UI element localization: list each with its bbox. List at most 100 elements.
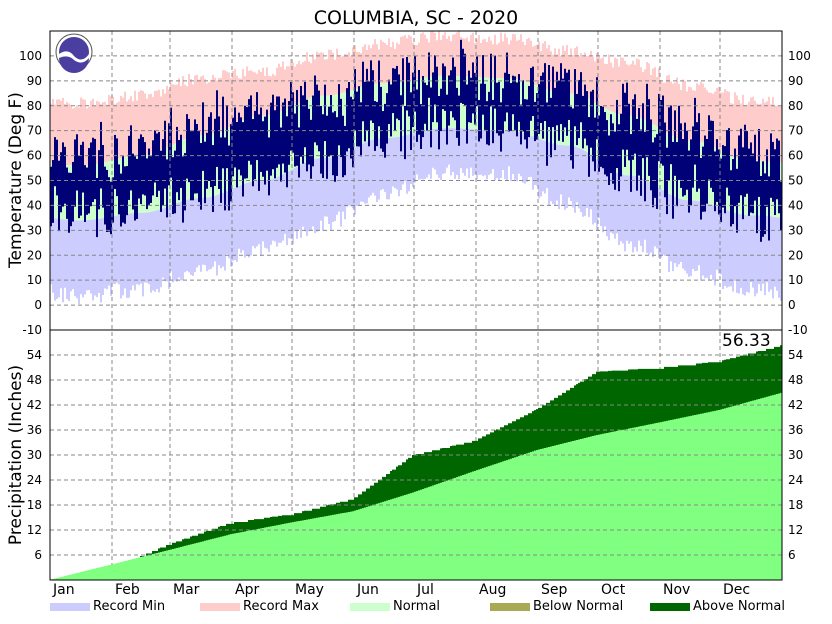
daily-temperature-bar	[224, 137, 226, 211]
daily-temperature-bar	[534, 101, 536, 142]
daily-temperature-bar	[238, 112, 240, 170]
actual-temperature-bars	[50, 39, 782, 242]
daily-temperature-bar	[56, 139, 58, 196]
daily-temperature-bar	[292, 92, 294, 153]
legend-swatch	[490, 603, 530, 611]
temperature-tick-right: 30	[788, 223, 803, 237]
month-label: May	[295, 582, 324, 598]
daily-temperature-bar	[148, 148, 150, 205]
daily-temperature-bar	[772, 141, 774, 202]
daily-temperature-bar	[512, 75, 514, 115]
daily-temperature-bar	[270, 102, 272, 176]
daily-temperature-bar	[610, 114, 612, 174]
precipitation-frame	[49, 329, 783, 581]
daily-temperature-bar	[110, 181, 112, 235]
month-label: Mar	[173, 582, 200, 598]
daily-temperature-bar	[684, 122, 686, 196]
daily-temperature-bar	[220, 137, 222, 203]
daily-temperature-bar	[408, 62, 410, 117]
daily-temperature-bar	[492, 99, 494, 144]
daily-temperature-bar	[750, 142, 752, 213]
daily-temperature-bar	[308, 108, 310, 165]
annual-total-label: 56.33	[722, 331, 771, 351]
daily-temperature-bar	[252, 119, 254, 187]
daily-temperature-bar	[320, 106, 322, 174]
daily-temperature-bar	[594, 117, 596, 172]
daily-temperature-bar	[732, 159, 734, 225]
daily-temperature-bar	[778, 140, 780, 214]
temperature-tick-right: 80	[788, 99, 803, 113]
daily-temperature-bar	[496, 82, 498, 134]
daily-temperature-bar	[500, 102, 502, 152]
month-label: Oct	[601, 582, 626, 598]
daily-temperature-bar	[258, 114, 260, 191]
daily-temperature-bar	[698, 113, 700, 189]
daily-temperature-bar	[106, 169, 108, 232]
daily-temperature-bar	[628, 103, 630, 161]
daily-temperature-bar	[378, 60, 380, 127]
daily-temperature-bar	[102, 145, 104, 208]
daily-temperature-bar	[564, 68, 566, 128]
daily-temperature-bar	[578, 79, 580, 139]
daily-temperature-bar	[216, 90, 218, 167]
daily-temperature-bar	[548, 65, 550, 128]
temperature-tick-right: 40	[788, 198, 803, 212]
daily-temperature-bar	[134, 156, 136, 221]
temperature-tick-right: 50	[788, 174, 803, 188]
daily-temperature-bar	[620, 113, 622, 177]
daily-temperature-bar	[566, 72, 568, 136]
daily-temperature-bar	[520, 104, 522, 145]
daily-temperature-bar	[586, 91, 588, 146]
daily-temperature-bar	[658, 93, 660, 162]
daily-temperature-bar	[328, 106, 330, 157]
daily-temperature-bar	[556, 71, 558, 126]
daily-temperature-bar	[526, 99, 528, 149]
daily-temperature-bar	[738, 135, 740, 203]
daily-temperature-bar	[118, 164, 120, 215]
precipitation-tick-left: 48	[27, 373, 42, 387]
daily-temperature-bar	[246, 107, 248, 179]
daily-temperature-bar	[70, 172, 72, 227]
daily-temperature-bar	[736, 168, 738, 233]
daily-temperature-bar	[728, 128, 730, 196]
daily-temperature-bar	[84, 165, 86, 222]
daily-temperature-bar	[558, 80, 560, 141]
daily-temperature-bar	[268, 137, 270, 196]
precipitation-tick-left: 30	[27, 448, 42, 462]
daily-temperature-bar	[602, 106, 604, 169]
temperature-plot: -10 -10 0 0 10 10 20 20 30 30 40 40 50 50 60 60 70 70 80 80…	[19, 30, 811, 580]
precipitation-axis-label: Precipitation (Inches)	[6, 365, 26, 545]
daily-temperature-bar	[226, 105, 228, 169]
daily-temperature-bar	[614, 131, 616, 190]
precipitation-tick-left: 36	[27, 423, 42, 437]
daily-temperature-bar	[276, 96, 278, 168]
daily-temperature-bar	[458, 95, 460, 146]
daily-temperature-bar	[172, 157, 174, 214]
daily-temperature-bar	[626, 82, 628, 150]
legend-swatch	[650, 603, 690, 611]
legend: Record Min Record Max Normal Below Normal Ab…	[50, 599, 785, 614]
daily-temperature-bar	[368, 81, 370, 147]
month-label: Jun	[356, 582, 379, 598]
precipitation-tick-right: 30	[788, 448, 803, 462]
daily-temperature-bar	[356, 91, 358, 147]
daily-temperature-bar	[758, 128, 760, 197]
daily-temperature-bar	[560, 63, 562, 125]
daily-temperature-bar	[722, 145, 724, 208]
daily-temperature-bar	[636, 118, 638, 191]
daily-temperature-bar	[318, 90, 320, 152]
daily-temperature-bar	[528, 85, 530, 138]
temperature-tick-left: 30	[27, 223, 42, 237]
daily-temperature-bar	[762, 161, 764, 237]
daily-temperature-bar	[404, 106, 406, 160]
daily-temperature-bar	[604, 112, 606, 175]
daily-temperature-bar	[74, 139, 76, 207]
daily-temperature-bar	[474, 72, 476, 125]
daily-temperature-bar	[192, 131, 194, 201]
daily-temperature-bar	[166, 159, 168, 218]
temperature-tick-right: 100	[788, 49, 811, 63]
daily-temperature-bar	[616, 99, 618, 168]
daily-temperature-bar	[596, 77, 598, 140]
daily-temperature-bar	[650, 119, 652, 191]
